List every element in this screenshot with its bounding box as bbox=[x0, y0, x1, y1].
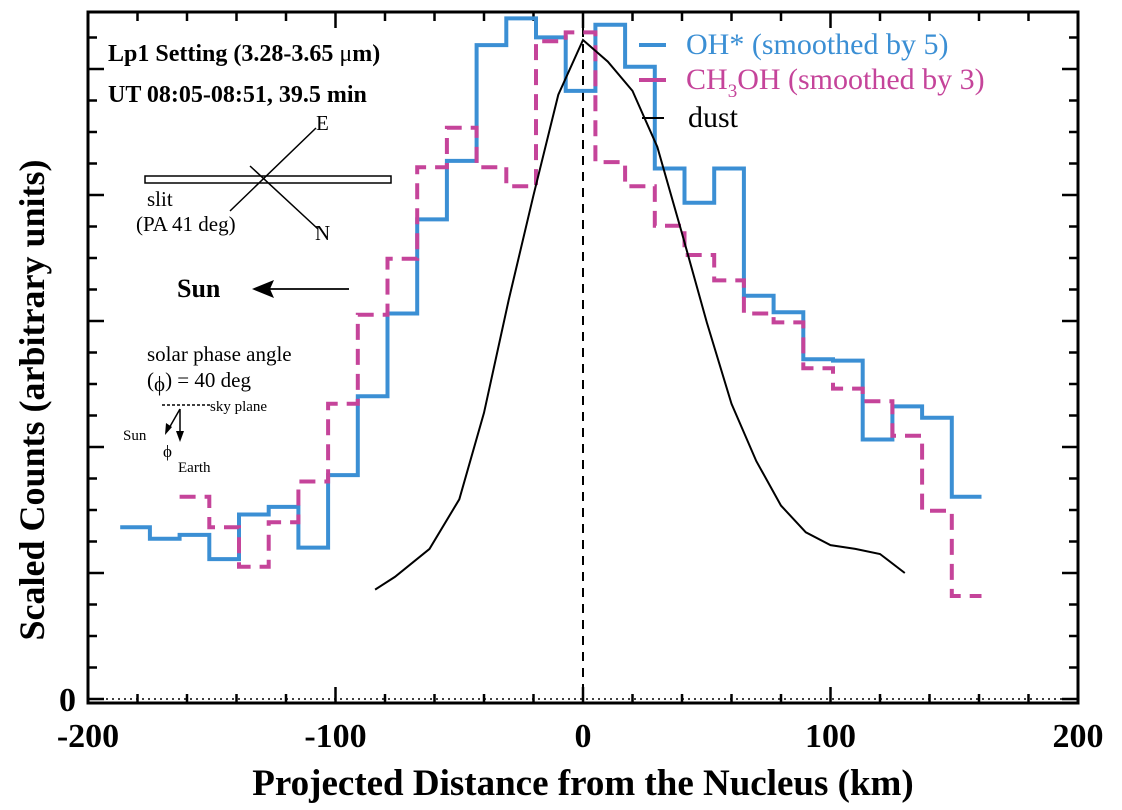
compass-n-label: N bbox=[315, 221, 330, 245]
inset-earth-label: Earth bbox=[178, 460, 211, 476]
series-line-oh bbox=[120, 16, 982, 562]
setting-text: Lp1 Setting (3.28-3.65 μm) bbox=[108, 41, 380, 67]
x-tick-label: 0 bbox=[575, 718, 592, 755]
phase-angle-annotation: solar phase angle (ϕ) = 40 deg sky plane… bbox=[123, 342, 292, 476]
sky-plane-label: sky plane bbox=[210, 399, 267, 415]
legend-label-oh: OH* (smoothed by 5) bbox=[686, 28, 948, 61]
sun-direction: Sun bbox=[177, 274, 349, 303]
phase-angle-line1: solar phase angle bbox=[147, 342, 292, 366]
slit-pa-label: (PA 41 deg) bbox=[136, 212, 236, 236]
phase-angle-line2: (ϕ) = 40 deg bbox=[147, 368, 251, 396]
observation-annotation: Lp1 Setting (3.28-3.65 μm) UT 08:05-08:5… bbox=[108, 41, 380, 108]
x-axis-label: Projected Distance from the Nucleus (km) bbox=[252, 763, 913, 804]
inset-sun-arrow-head bbox=[165, 423, 172, 435]
plot-axes: -200 -100 0 100 200 0 bbox=[57, 10, 1104, 755]
compass-e-line bbox=[229, 127, 317, 212]
legend-label-ch3oh: CH3OH (smoothed by 3) bbox=[686, 63, 985, 102]
compass-n-line bbox=[249, 165, 319, 230]
x-tick-label: -100 bbox=[304, 718, 366, 755]
series-line-ch3oh bbox=[179, 30, 982, 598]
legend-label-dust: dust bbox=[688, 101, 739, 134]
inset-earth-arrow-head bbox=[176, 431, 184, 442]
inset-phi-label: ϕ bbox=[163, 442, 172, 461]
x-tick-label: 100 bbox=[805, 718, 856, 755]
series-line-dust bbox=[374, 38, 906, 591]
slit-diagram: E N slit (PA 41 deg) bbox=[136, 111, 392, 245]
compass-e-label: E bbox=[316, 111, 329, 135]
y-tick-label: 0 bbox=[59, 682, 76, 719]
inset-sun-label: Sun bbox=[123, 428, 147, 444]
x-tick-label: 200 bbox=[1053, 718, 1104, 755]
sun-arrow-head bbox=[252, 280, 274, 298]
slit-label: slit bbox=[147, 187, 173, 211]
time-text: UT 08:05-08:51, 39.5 min bbox=[108, 82, 367, 108]
plot-frame bbox=[86, 10, 1080, 705]
y-axis-label: Scaled Counts (arbitrary units) bbox=[12, 159, 52, 640]
legend: OH* (smoothed by 5) CH3OH (smoothed by 3… bbox=[639, 28, 985, 134]
sun-label: Sun bbox=[177, 274, 221, 303]
x-tick-label: -200 bbox=[57, 718, 119, 755]
